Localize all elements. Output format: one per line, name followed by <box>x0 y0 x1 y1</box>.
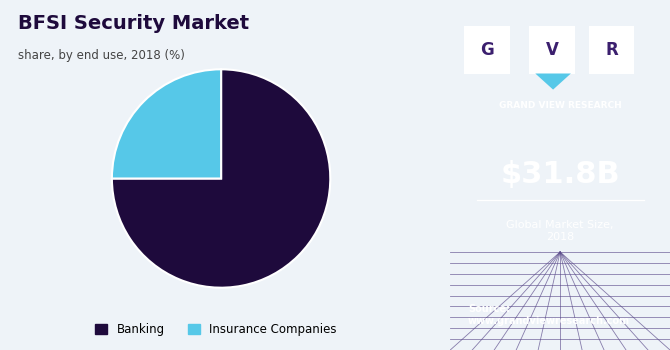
Text: share, by end use, 2018 (%): share, by end use, 2018 (%) <box>18 49 185 62</box>
Text: V: V <box>545 41 559 59</box>
Polygon shape <box>535 74 571 90</box>
FancyBboxPatch shape <box>589 26 634 74</box>
Text: Source:
www.grandviewresearch.com: Source: www.grandviewresearch.com <box>468 304 630 326</box>
Text: $31.8B: $31.8B <box>500 161 620 189</box>
FancyBboxPatch shape <box>529 26 575 74</box>
Wedge shape <box>112 69 330 288</box>
Wedge shape <box>112 69 221 178</box>
Legend: Banking, Insurance Companies: Banking, Insurance Companies <box>90 318 342 341</box>
Text: R: R <box>605 41 618 59</box>
Text: Global Market Size,
2018: Global Market Size, 2018 <box>507 220 614 242</box>
Text: GRAND VIEW RESEARCH: GRAND VIEW RESEARCH <box>498 100 622 110</box>
Text: G: G <box>480 41 494 59</box>
FancyBboxPatch shape <box>464 26 510 74</box>
Text: BFSI Security Market: BFSI Security Market <box>18 14 249 33</box>
